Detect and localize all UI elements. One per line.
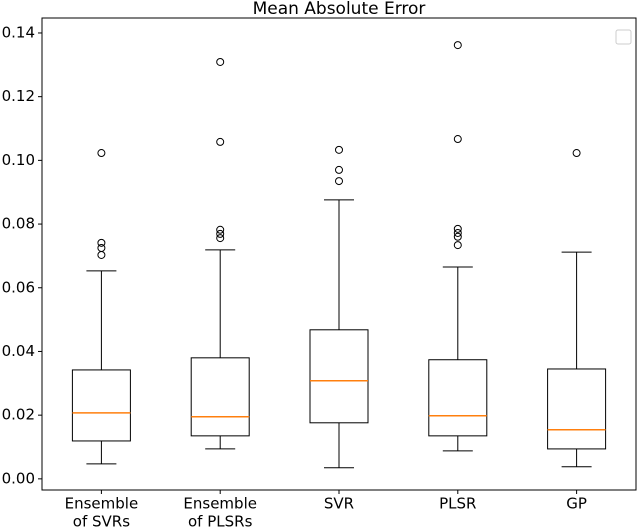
flier [572,149,581,158]
flier [453,224,462,233]
chart-title: Mean Absolute Error [253,0,426,19]
flier [453,232,462,241]
box [428,359,488,437]
box [309,329,369,424]
x-tick-label: Ensemble [65,495,139,513]
flier [97,149,106,158]
box [547,368,607,450]
y-tick-label: 0.00 [2,469,35,487]
flier [453,135,462,144]
x-tick-label: of SVRs [73,513,130,528]
flier [216,57,225,66]
x-tick-label: SVR [324,495,354,513]
y-tick-label: 0.14 [2,23,35,41]
flier [97,243,106,252]
flier [453,241,462,250]
flier [216,234,225,243]
legend-box [615,29,632,45]
flier [335,165,343,174]
y-tick-label: 0.04 [2,342,35,360]
flier [97,250,106,259]
box [190,357,250,437]
y-tick-label: 0.06 [2,278,35,296]
y-tick-label: 0.10 [2,151,35,169]
flier [335,145,343,154]
flier [453,228,462,237]
flier [216,229,225,238]
y-tick-label: 0.12 [2,87,35,105]
x-tick-label: Ensemble [183,495,257,513]
box [71,369,131,442]
flier [453,41,462,50]
flier [335,177,343,186]
flier [216,137,225,146]
x-tick-label: of PLSRs [188,513,253,528]
y-tick-label: 0.02 [2,406,35,424]
y-tick-label: 0.08 [2,215,35,233]
flier [216,225,225,234]
x-tick-label: PLSR [439,495,476,513]
flier [97,238,106,247]
x-tick-label: GP [566,495,587,513]
